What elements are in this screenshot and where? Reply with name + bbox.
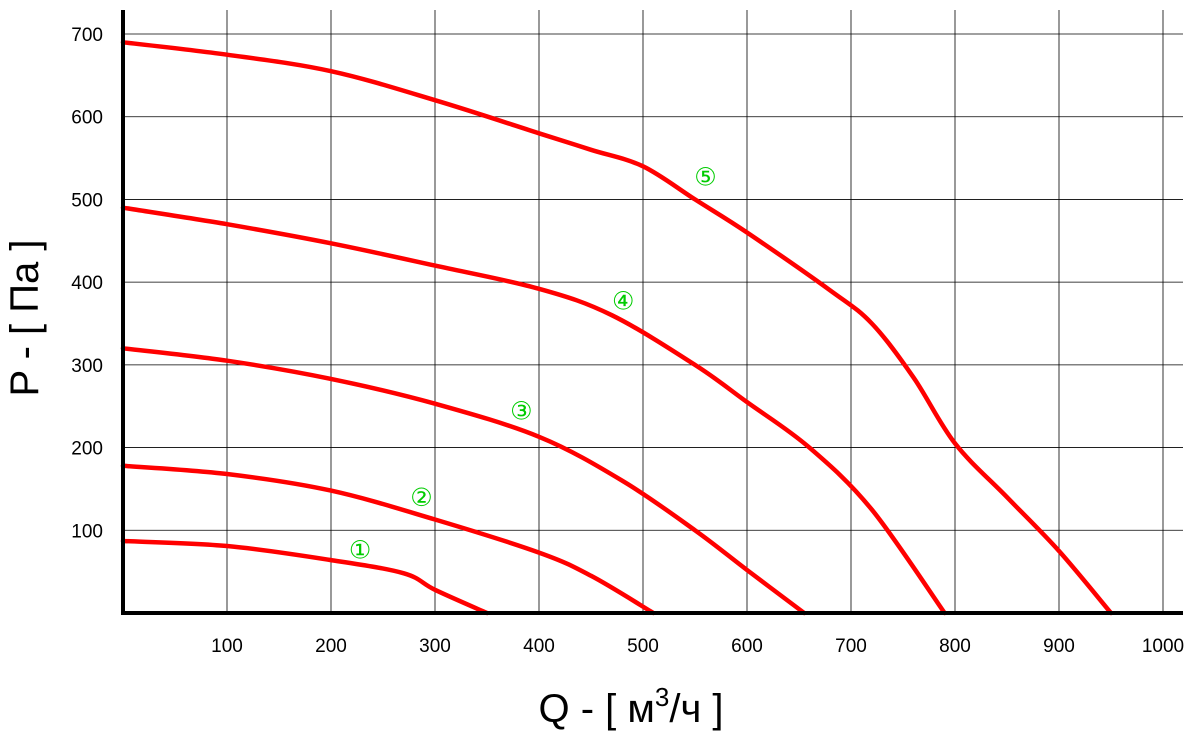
- curve-2: [120, 463, 656, 616]
- curve-5: [120, 40, 1114, 616]
- x-tick-label: 700: [835, 636, 867, 657]
- curve-label-4: ④: [612, 286, 634, 315]
- curve-4: [120, 205, 947, 616]
- y-tick-label: 400: [71, 273, 103, 294]
- x-tick-label: 400: [523, 636, 555, 657]
- x-tick-label: 1000: [1142, 636, 1184, 657]
- y-tick-label: 700: [71, 25, 103, 46]
- x-axis-title: Q - [ м3/ч ]: [538, 682, 723, 731]
- x-tick-label: 100: [211, 636, 243, 657]
- grid: [123, 10, 1183, 613]
- curve-label-5: ⑤: [694, 162, 716, 191]
- y-tick-label: 100: [71, 521, 103, 542]
- tick-labels: 100 200 300 400 500 600 700 800 900 1000 100 200 300…: [71, 25, 1184, 657]
- y-axis-title: P - [ Па ]: [3, 240, 47, 397]
- curve-1: [120, 538, 490, 616]
- x-tick-label: 600: [731, 636, 763, 657]
- x-tick-label: 800: [939, 636, 971, 657]
- curve-label-3: ③: [510, 396, 532, 425]
- axes: [121, 10, 1183, 615]
- y-tick-label: 500: [71, 190, 103, 211]
- x-tick-label: 200: [315, 636, 347, 657]
- curve-3: [120, 346, 807, 616]
- x-tick-label: 900: [1043, 636, 1075, 657]
- x-tick-label: 500: [627, 636, 659, 657]
- y-tick-label: 300: [71, 356, 103, 377]
- x-tick-label: 300: [419, 636, 451, 657]
- curve-markers: ① ② ③ ④ ⑤: [349, 162, 717, 564]
- curve-label-2: ②: [410, 483, 432, 512]
- y-tick-label: 600: [71, 108, 103, 129]
- y-tick-label: 200: [71, 439, 103, 460]
- curves: [120, 40, 1114, 616]
- curve-label-1: ①: [349, 535, 371, 564]
